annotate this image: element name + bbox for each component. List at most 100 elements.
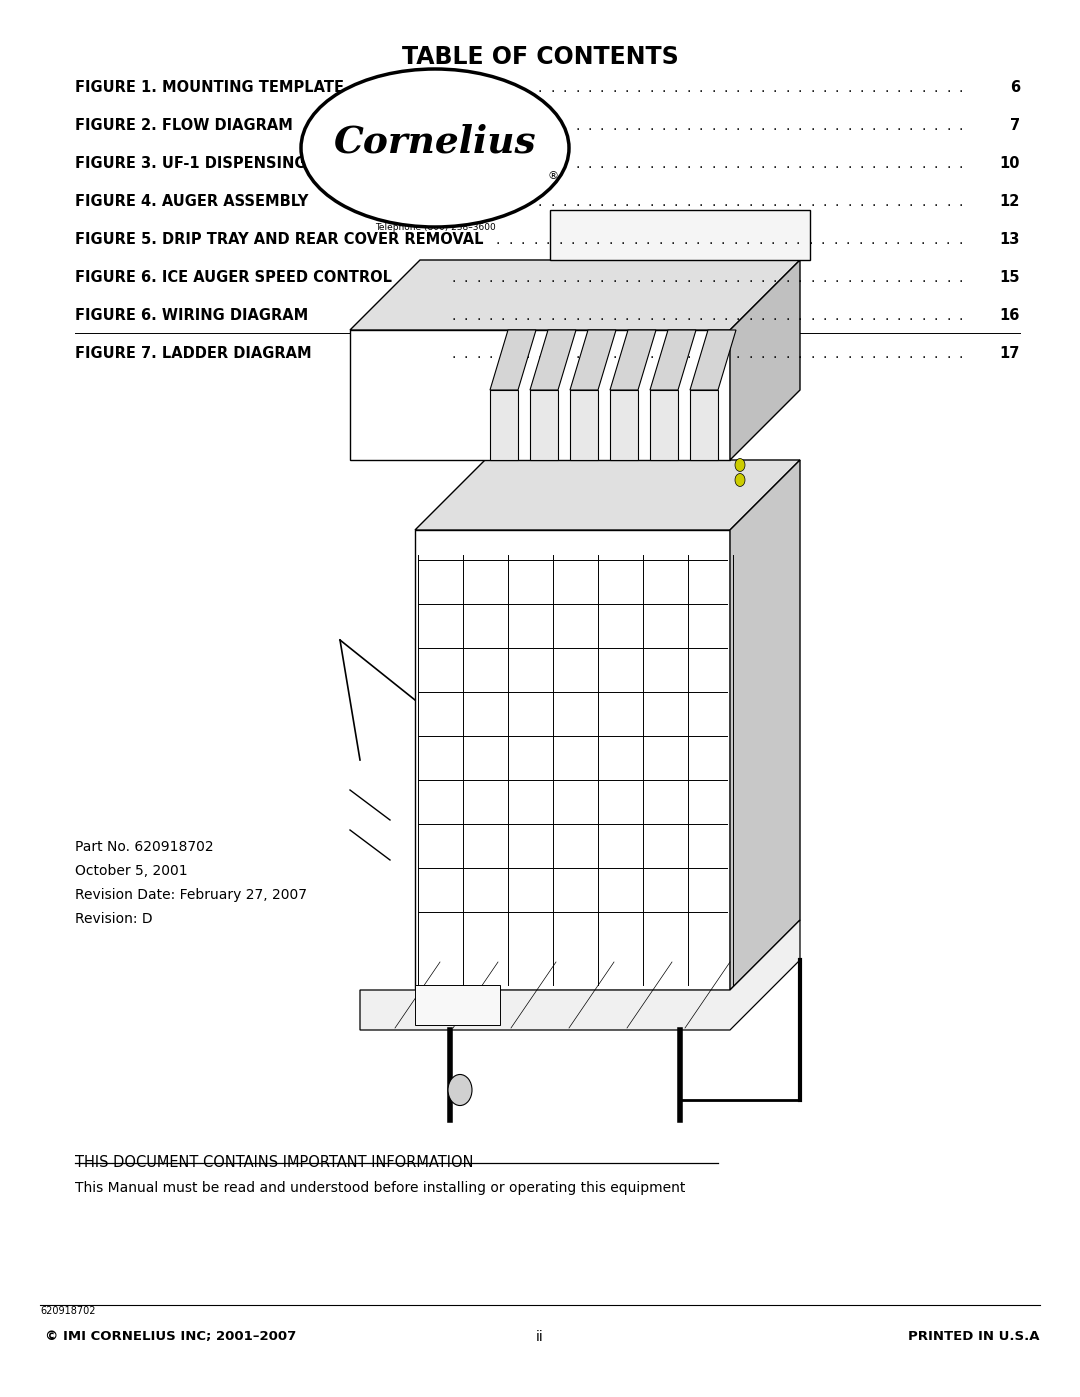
Text: .: . xyxy=(934,196,939,210)
Text: .: . xyxy=(872,119,876,133)
Text: 10: 10 xyxy=(999,156,1020,172)
Text: .: . xyxy=(735,81,740,95)
Polygon shape xyxy=(730,460,800,990)
Polygon shape xyxy=(415,985,500,1025)
Text: 12: 12 xyxy=(1000,194,1020,210)
Text: 17: 17 xyxy=(1000,346,1020,362)
Text: .: . xyxy=(538,156,542,170)
Text: .: . xyxy=(860,81,864,95)
Text: .: . xyxy=(711,309,715,323)
Text: .: . xyxy=(885,119,889,133)
Text: .: . xyxy=(534,233,538,247)
Text: .: . xyxy=(958,309,962,323)
Text: .: . xyxy=(773,271,778,285)
Text: .: . xyxy=(860,156,864,170)
Text: .: . xyxy=(599,119,604,133)
Text: .: . xyxy=(551,196,555,210)
Text: .: . xyxy=(921,196,926,210)
Text: FIGURE 6. ICE AUGER SPEED CONTROL: FIGURE 6. ICE AUGER SPEED CONTROL xyxy=(75,271,392,285)
Text: .: . xyxy=(637,271,642,285)
Text: .: . xyxy=(773,156,778,170)
Text: .: . xyxy=(835,156,839,170)
Text: .: . xyxy=(810,271,814,285)
Text: .: . xyxy=(501,81,505,95)
Text: .: . xyxy=(934,271,939,285)
Text: .: . xyxy=(588,81,592,95)
Text: .: . xyxy=(624,271,629,285)
Text: .: . xyxy=(896,233,901,247)
Text: .: . xyxy=(551,271,555,285)
Text: .: . xyxy=(451,346,456,360)
Text: .: . xyxy=(785,156,789,170)
Text: .: . xyxy=(488,271,492,285)
Text: .: . xyxy=(662,156,666,170)
Text: .: . xyxy=(870,233,875,247)
Text: .: . xyxy=(526,309,530,323)
Text: .: . xyxy=(885,196,889,210)
Text: .: . xyxy=(621,233,625,247)
Text: .: . xyxy=(687,119,691,133)
Polygon shape xyxy=(350,260,800,330)
Text: .: . xyxy=(798,81,802,95)
Text: .: . xyxy=(526,119,530,133)
Text: .: . xyxy=(637,346,642,360)
Text: .: . xyxy=(711,196,715,210)
Text: FIGURE 7. LADDER DIAGRAM: FIGURE 7. LADDER DIAGRAM xyxy=(75,346,312,362)
Text: .: . xyxy=(946,81,950,95)
Text: .: . xyxy=(872,156,876,170)
Text: .: . xyxy=(835,81,839,95)
Text: .: . xyxy=(735,309,740,323)
Text: .: . xyxy=(946,119,950,133)
Text: .: . xyxy=(649,309,653,323)
Text: .: . xyxy=(551,119,555,133)
Text: .: . xyxy=(637,81,642,95)
Text: .: . xyxy=(513,196,517,210)
Text: .: . xyxy=(687,81,691,95)
Text: 15: 15 xyxy=(999,271,1020,285)
Text: .: . xyxy=(583,233,588,247)
Text: .: . xyxy=(748,196,753,210)
Text: .: . xyxy=(760,346,765,360)
Text: .: . xyxy=(748,271,753,285)
Text: .: . xyxy=(476,271,481,285)
Text: .: . xyxy=(588,346,592,360)
Text: .: . xyxy=(745,233,751,247)
Text: .: . xyxy=(773,119,778,133)
Text: .: . xyxy=(508,233,512,247)
Text: .: . xyxy=(946,196,950,210)
Text: .: . xyxy=(612,346,617,360)
Text: .: . xyxy=(847,271,851,285)
Text: .: . xyxy=(808,233,812,247)
Text: .: . xyxy=(551,156,555,170)
Text: .: . xyxy=(822,81,827,95)
Text: .: . xyxy=(748,346,753,360)
Text: .: . xyxy=(624,196,629,210)
Text: FIGURE 4. AUGER ASSEMBLY: FIGURE 4. AUGER ASSEMBLY xyxy=(75,194,309,210)
Text: .: . xyxy=(575,81,580,95)
Text: .: . xyxy=(822,271,827,285)
Text: .: . xyxy=(649,81,653,95)
Text: .: . xyxy=(575,346,580,360)
Text: .: . xyxy=(847,119,851,133)
Text: .: . xyxy=(558,233,563,247)
Text: .: . xyxy=(711,346,715,360)
Text: .: . xyxy=(476,119,481,133)
Text: .: . xyxy=(748,119,753,133)
Text: .: . xyxy=(463,81,468,95)
Text: .: . xyxy=(699,156,703,170)
Text: .: . xyxy=(798,271,802,285)
Text: October 5, 2001: October 5, 2001 xyxy=(75,863,188,877)
Text: .: . xyxy=(674,196,678,210)
Text: .: . xyxy=(662,271,666,285)
Text: .: . xyxy=(674,346,678,360)
Text: .: . xyxy=(671,233,675,247)
Text: .: . xyxy=(896,156,901,170)
Text: .: . xyxy=(633,233,637,247)
Text: .: . xyxy=(699,271,703,285)
Text: .: . xyxy=(521,233,525,247)
Text: .: . xyxy=(785,119,789,133)
Text: .: . xyxy=(599,309,604,323)
Text: .: . xyxy=(649,196,653,210)
Polygon shape xyxy=(530,330,576,390)
Text: 16: 16 xyxy=(1000,309,1020,324)
